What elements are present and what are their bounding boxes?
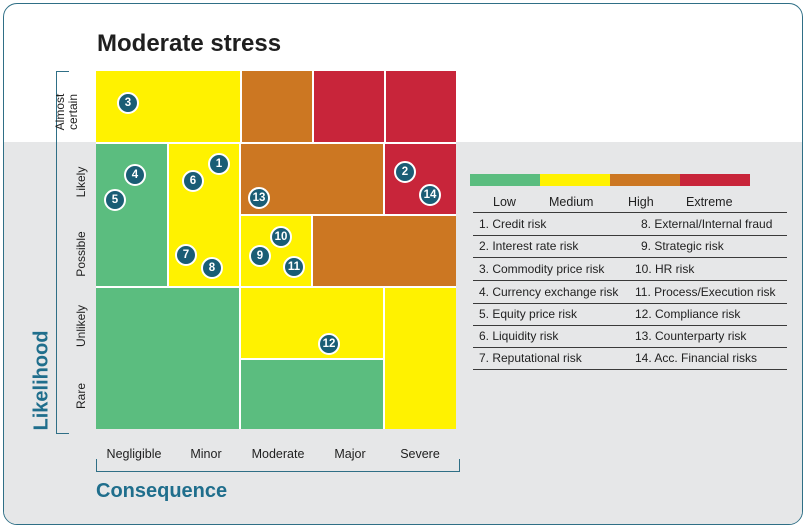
risk-item-12: 12. Compliance risk (635, 307, 741, 321)
risk-item-9: 9. Strategic risk (641, 239, 724, 253)
risk-item-8: 8. External/Internal fraud (641, 217, 773, 231)
risk-list-row: 7. Reputational risk 14. Acc. Financial … (473, 347, 787, 370)
legend-label-high: High (628, 195, 654, 209)
col-label-moderate: Moderate (251, 447, 305, 461)
divider (240, 71, 242, 143)
zone-high-major (312, 215, 384, 287)
risk-item-11: 11. Process/Execution risk (635, 285, 776, 299)
divider (312, 71, 314, 143)
likelihood-bracket (56, 71, 69, 434)
risk-marker-14: 14 (419, 184, 441, 206)
risk-marker-8: 8 (201, 257, 223, 279)
divider (383, 143, 385, 215)
divider (167, 143, 169, 287)
page-title: Moderate stress (97, 30, 282, 57)
likelihood-axis-title: Likelihood (30, 330, 53, 431)
legend-label-low: Low (493, 195, 516, 209)
risk-marker-10: 10 (270, 226, 292, 248)
row-label-rare: Rare (74, 383, 88, 410)
legend-label-extreme: Extreme (686, 195, 733, 209)
risk-marker-6: 6 (182, 170, 204, 192)
legend-swatch-medium (540, 174, 610, 186)
risk-item-3: 3. Commodity price risk (479, 262, 605, 276)
row-label-possible: Possible (74, 231, 88, 277)
divider (240, 358, 384, 360)
legend-swatch-high (610, 174, 680, 186)
risk-marker-2: 2 (394, 161, 416, 183)
risk-item-2: 2. Interest rate risk (479, 239, 579, 253)
divider (96, 286, 456, 288)
legend-label-medium: Medium (549, 195, 594, 209)
risk-item-1: 1. Credit risk (479, 217, 547, 231)
risk-item-14: 14. Acc. Financial risks (635, 351, 758, 365)
risk-marker-9: 9 (249, 245, 271, 267)
risk-item-4: 4. Currency exchange risk (479, 285, 619, 299)
col-label-major: Major (334, 447, 366, 461)
row-label-almost-certain: Almost certain (53, 82, 80, 142)
zone-medium-severe-rare (384, 359, 456, 429)
risk-marker-5: 5 (104, 189, 126, 211)
risk-item-6: 6. Liquidity risk (479, 329, 559, 343)
risk-list-row: 3. Commodity price risk 10. HR risk (473, 258, 787, 281)
col-label-severe: Severe (400, 447, 440, 461)
risk-matrix: 1 2 3 4 5 6 7 8 9 10 11 12 13 14 (96, 71, 456, 429)
divider (96, 142, 456, 144)
risk-marker-13: 13 (248, 187, 270, 209)
risk-marker-3: 3 (117, 92, 139, 114)
row-label-unlikely: Unlikely (74, 305, 88, 348)
legend-swatch-extreme (680, 174, 750, 186)
consequence-bracket (96, 459, 460, 472)
risk-list-row: 1. Credit risk 8. External/Internal frau… (473, 212, 787, 236)
risk-marker-7: 7 (175, 244, 197, 266)
risk-item-5: 5. Equity price risk (479, 307, 578, 321)
zone-low-bottom (96, 287, 240, 429)
risk-list-row: 4. Currency exchange risk 11. Process/Ex… (473, 281, 787, 304)
divider (384, 71, 386, 143)
row-label-likely: Likely (74, 166, 88, 198)
col-label-negligible: Negligible (106, 447, 162, 461)
figure-frame: Moderate stress 1 2 3 4 (3, 3, 803, 525)
zone-extreme-likely (384, 143, 456, 215)
divider (240, 214, 456, 216)
divider (383, 287, 385, 429)
risk-item-7: 7. Reputational risk (479, 351, 582, 365)
zone-high-possible (384, 215, 456, 287)
risk-marker-1: 1 (208, 153, 230, 175)
divider (311, 215, 313, 287)
risk-marker-12: 12 (318, 333, 340, 355)
zone-low-rare (240, 359, 384, 429)
risk-item-13: 13. Counterparty risk (635, 329, 747, 343)
zone-medium-unlikely (240, 287, 456, 359)
risk-list-row: 6. Liquidity risk 13. Counterparty risk (473, 325, 787, 348)
risk-marker-11: 11 (283, 256, 305, 278)
col-label-minor: Minor (190, 447, 222, 461)
row-label-almost-certain-line2: certain (66, 93, 80, 131)
risk-list-row: 5. Equity price risk 12. Compliance risk (473, 303, 787, 326)
zone-high-top (240, 71, 312, 143)
risk-item-10: 10. HR risk (635, 262, 695, 276)
risk-list-row: 2. Interest rate risk 9. Strategic risk (473, 235, 787, 258)
risk-marker-4: 4 (124, 164, 146, 186)
consequence-axis-title: Consequence (96, 480, 228, 502)
legend-swatch-low (470, 174, 540, 186)
